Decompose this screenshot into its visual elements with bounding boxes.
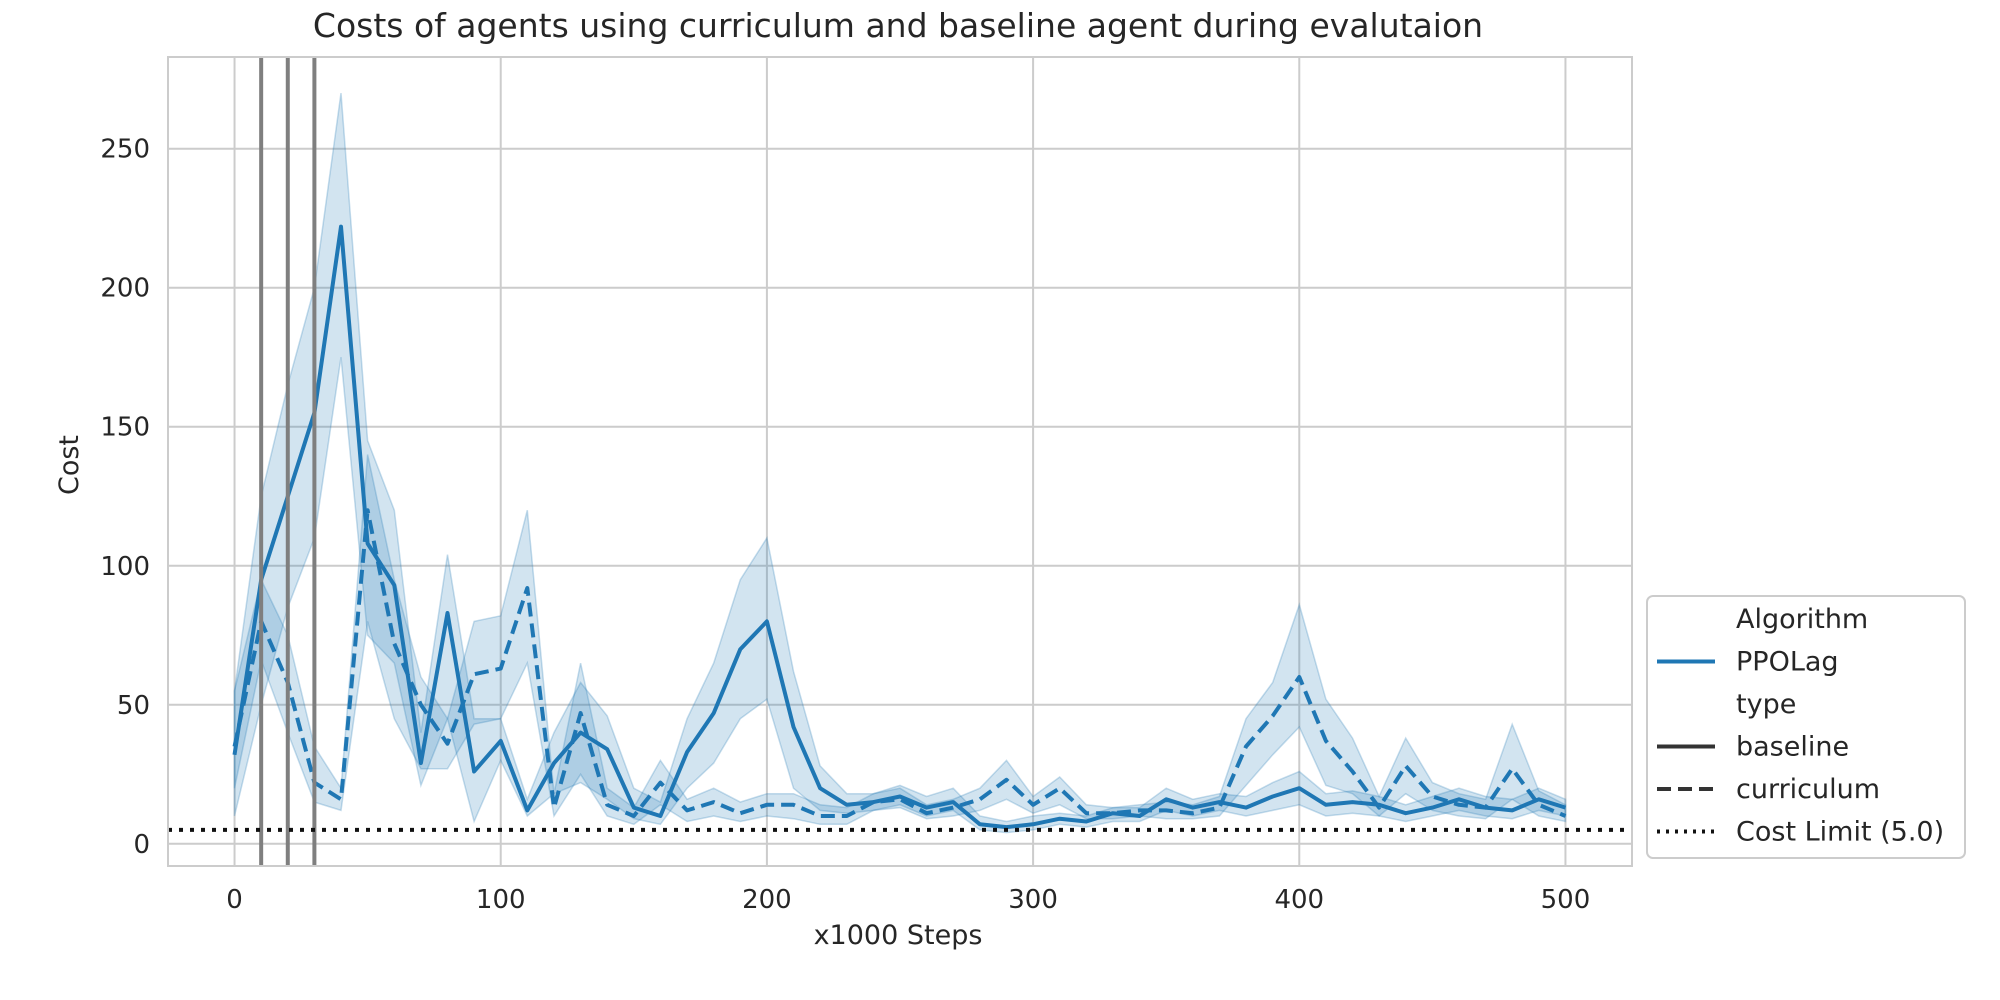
legend-label: baseline: [1736, 732, 1849, 763]
reference-lines: [168, 57, 1632, 866]
y-tick-label: 200: [100, 274, 150, 304]
line-baseline: [232, 224, 1567, 830]
band-curriculum: [233, 454, 1567, 826]
x-tick-label: 300: [1008, 885, 1058, 915]
legend-label: Cost Limit (5.0): [1736, 817, 1944, 848]
x-axis-title: x1000 Steps: [814, 920, 983, 951]
legend-label: Algorithm: [1736, 604, 1868, 635]
x-tick-label: 500: [1541, 885, 1591, 915]
y-tick-label: 100: [100, 552, 150, 582]
y-tick-label: 150: [100, 413, 150, 443]
y-axis-title: Cost: [54, 435, 85, 495]
legend-label: type: [1736, 689, 1796, 720]
y-tick-label: 50: [117, 691, 150, 721]
legend: Algorithm PPOLag type baseline curriculum Cos…: [1646, 595, 1966, 859]
x-tick-label: 100: [476, 885, 526, 915]
chart-title: Costs of agents using curriculum and bas…: [313, 6, 1483, 45]
x-tick-label: 400: [1274, 885, 1324, 915]
y-tick-label: 0: [133, 830, 150, 860]
tick-labels: 0 100 200 300 400 500 0 50 100 150 200 250: [100, 135, 1590, 915]
legend-box: [1646, 595, 1966, 859]
plot-frame: [167, 56, 1633, 867]
series-lines: [232, 224, 1567, 830]
line-curriculum: [232, 508, 1567, 818]
legend-label: curriculum: [1736, 774, 1880, 805]
y-tick-label: 250: [100, 135, 150, 165]
x-tick-label: 200: [742, 885, 792, 915]
legend-label: PPOLag: [1736, 647, 1839, 678]
x-tick-label: 0: [226, 885, 243, 915]
